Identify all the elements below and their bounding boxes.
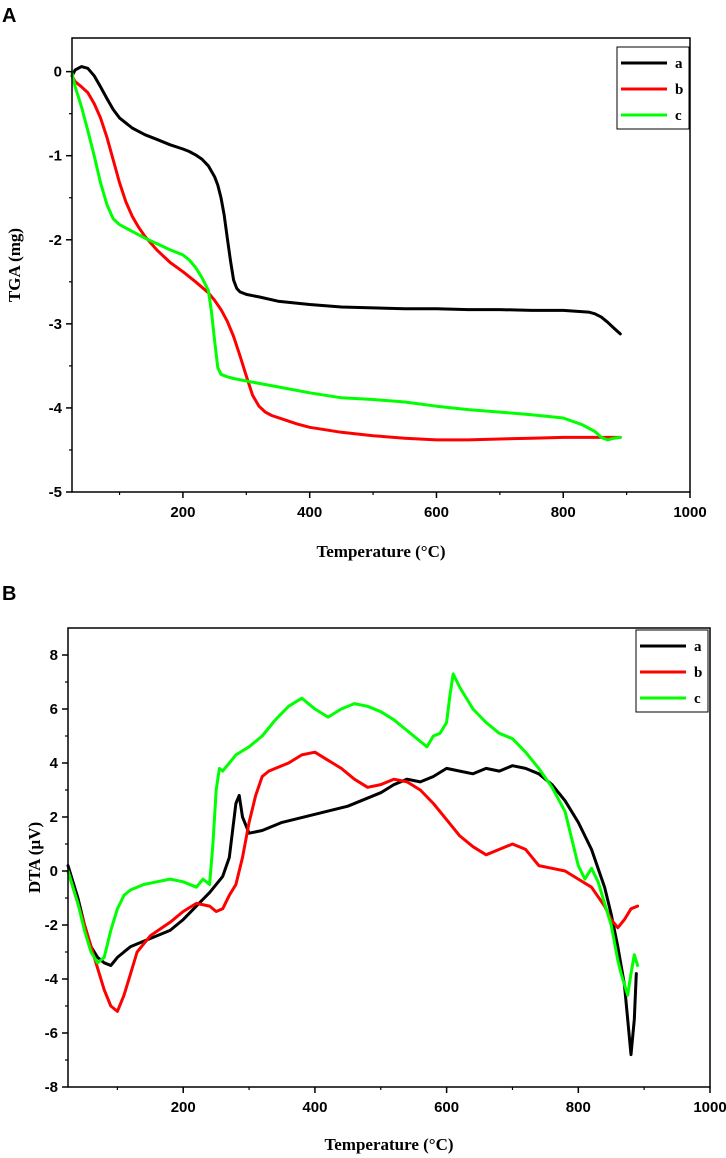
dta-legend: abc [635, 629, 709, 713]
panel-letter-a: A [2, 5, 16, 27]
tga-y-tick-label: 0 [54, 64, 62, 81]
tga-legend: abc [616, 46, 690, 130]
dta-x-tick-label: 200 [171, 1099, 196, 1116]
tga-data-lines [70, 65, 622, 442]
tga-y-axis-label: TGA (mg) [5, 228, 24, 302]
tga-y-tick-label: -5 [49, 484, 62, 501]
tga-x-tick-label: 200 [170, 504, 195, 521]
tga-legend-label-b: b [675, 82, 683, 98]
tga-x-tick-label: 800 [551, 504, 576, 521]
dta-x-tick-label: 400 [302, 1099, 327, 1116]
tga-legend-label-c: c [675, 108, 682, 124]
tga-series-line-b [70, 74, 622, 442]
tga-axis-ticks: 200 400 600 800 1000 0 -1 -2 -3 -4 -5 [49, 64, 707, 521]
dta-legend-label-a: a [694, 639, 702, 655]
tga-x-tick-label: 1000 [673, 504, 706, 521]
tga-y-tick-label: -1 [49, 148, 62, 165]
dta-y-tick-label: 2 [50, 809, 58, 826]
tga-legend-label-a: a [675, 56, 683, 72]
tga-chart-panel: A 200 400 600 800 1000 0 -1 -2 -3 -4 -5 abc Temper… [2, 5, 707, 561]
dta-y-tick-label: 0 [50, 863, 58, 880]
dta-chart-panel: B 200 400 600 800 1000 8 6 4 2 0 -2 -4 -6 -8 abc Temp… [2, 583, 726, 1154]
dta-series-line-a [66, 764, 638, 1057]
dta-data-lines [66, 672, 640, 1057]
dta-axis-ticks: 200 400 600 800 1000 8 6 4 2 0 -2 -4 -6 -8 [45, 647, 726, 1116]
dta-plot-frame [67, 627, 711, 1088]
dta-y-axis-label: DTA (µV) [25, 822, 44, 893]
tga-y-tick-label: -4 [49, 400, 63, 417]
tga-series-line-c [70, 71, 622, 442]
tga-x-tick-label: 600 [424, 504, 449, 521]
tga-x-axis-label: Temperature (°C) [316, 542, 445, 561]
dta-series-line-c [66, 672, 640, 997]
dta-y-tick-label: 8 [50, 647, 58, 664]
dta-y-tick-label: -6 [45, 1025, 58, 1042]
dta-y-tick-label: -8 [45, 1079, 58, 1096]
dta-legend-label-c: c [694, 691, 701, 707]
tga-y-tick-label: -2 [49, 232, 62, 249]
dta-y-tick-label: 6 [50, 701, 58, 718]
dta-legend-label-b: b [694, 665, 702, 681]
dta-x-tick-label: 1000 [693, 1099, 726, 1116]
tga-series-line-a [70, 65, 622, 336]
tga-y-tick-label: -3 [49, 316, 62, 333]
dta-x-tick-label: 600 [434, 1099, 459, 1116]
tga-x-tick-label: 400 [297, 504, 322, 521]
dta-y-tick-label: -2 [45, 917, 58, 934]
dta-y-tick-label: 4 [50, 755, 59, 772]
dta-y-tick-label: -4 [45, 971, 59, 988]
dta-x-axis-label: Temperature (°C) [324, 1135, 453, 1154]
dta-series-line-b [66, 750, 640, 1013]
panel-letter-b: B [2, 583, 16, 605]
tga-plot-frame [71, 37, 691, 493]
dta-x-tick-label: 800 [566, 1099, 591, 1116]
